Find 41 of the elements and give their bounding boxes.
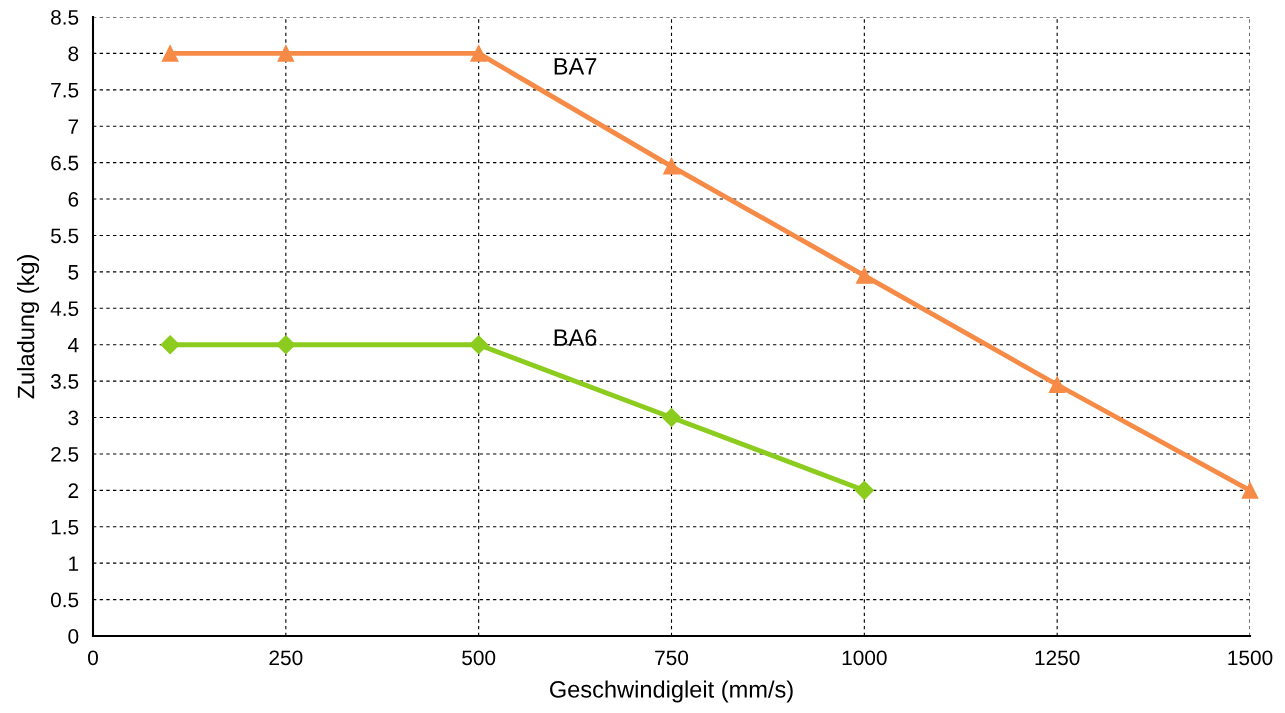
y-tick-label: 3	[68, 410, 79, 426]
y-tick-label: 7	[68, 119, 79, 134]
y-tick-label: 2	[68, 483, 79, 498]
point	[1241, 482, 1259, 499]
x-tick-label: 1000	[842, 650, 887, 666]
point	[161, 45, 179, 62]
y-tick-label: 0	[68, 629, 79, 644]
point	[160, 335, 180, 355]
x-tick-label: 1250	[1035, 650, 1080, 666]
point	[661, 407, 682, 428]
point	[1048, 376, 1066, 394]
y-tick-label: 5.5	[50, 228, 79, 244]
y-tick-label: 8.5	[51, 10, 79, 25]
x-tick-label: 750	[655, 650, 689, 666]
x-tick-label: 0	[88, 650, 98, 666]
y-tick-label: 0.5	[50, 592, 79, 608]
y-tick-label: 4.5	[50, 301, 79, 317]
series-label: BA6	[554, 329, 597, 346]
point	[277, 45, 295, 62]
point	[663, 157, 680, 175]
y-tick-label: 7.5	[51, 83, 79, 98]
y-tick-label: 6.5	[51, 155, 79, 171]
y-tick-label: 5	[68, 265, 79, 280]
y-tick-label: 2.5	[51, 446, 79, 462]
point	[276, 335, 296, 355]
point	[855, 267, 873, 284]
y-tick-label: 1	[69, 556, 79, 571]
y-tick-label: 3.5	[50, 374, 79, 389]
x-tick-label: 500	[462, 650, 496, 666]
y-axis-title: Zuladung (kg)	[17, 255, 40, 399]
x-tick-label: 1500	[1228, 650, 1273, 666]
y-tick-label: 6	[68, 192, 79, 207]
y-tick-label: 1.5	[51, 519, 79, 535]
x-axis-title: Geschwindigleit (mm/s)	[550, 680, 793, 703]
point	[854, 480, 874, 500]
point	[470, 45, 488, 62]
y-tick-label: 8	[68, 46, 79, 62]
point	[469, 335, 489, 355]
x-tick-label: 250	[269, 650, 303, 666]
y-tick-label: 4	[68, 337, 79, 353]
series-label: BA7	[554, 58, 597, 75]
